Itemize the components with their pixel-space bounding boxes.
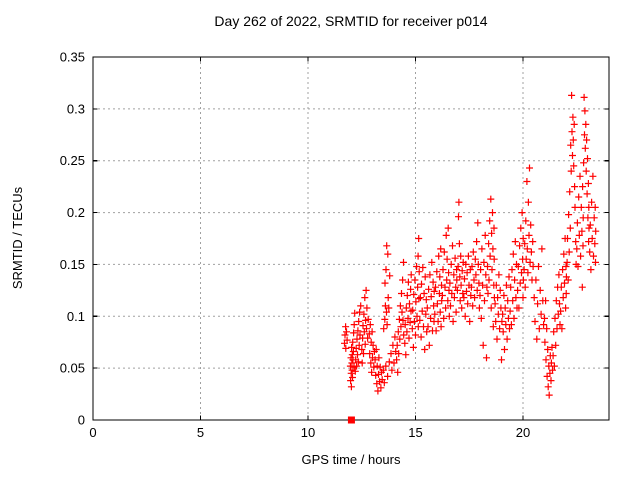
x-tick-label: 5 xyxy=(197,425,204,440)
scatter-points-plus xyxy=(341,91,600,399)
y-tick-label: 0.25 xyxy=(60,153,85,168)
y-tick-label: 0.15 xyxy=(60,257,85,272)
x-tick-label: 15 xyxy=(408,425,422,440)
x-tick-label: 10 xyxy=(301,425,315,440)
y-tick-label: 0.2 xyxy=(67,205,85,220)
y-tick-label: 0.35 xyxy=(60,50,85,65)
y-tick-label: 0 xyxy=(78,413,85,428)
chart-title: Day 262 of 2022, SRMTID for receiver p01… xyxy=(214,13,488,29)
y-tick-label: 0.05 xyxy=(60,361,85,376)
x-tick-label: 20 xyxy=(516,425,530,440)
x-tick-label: 0 xyxy=(89,425,96,440)
y-tick-label: 0.1 xyxy=(67,309,85,324)
y-tick-label: 0.3 xyxy=(67,101,85,116)
x-axis-label: GPS time / hours xyxy=(301,452,401,467)
scatter-point-square xyxy=(347,416,355,424)
